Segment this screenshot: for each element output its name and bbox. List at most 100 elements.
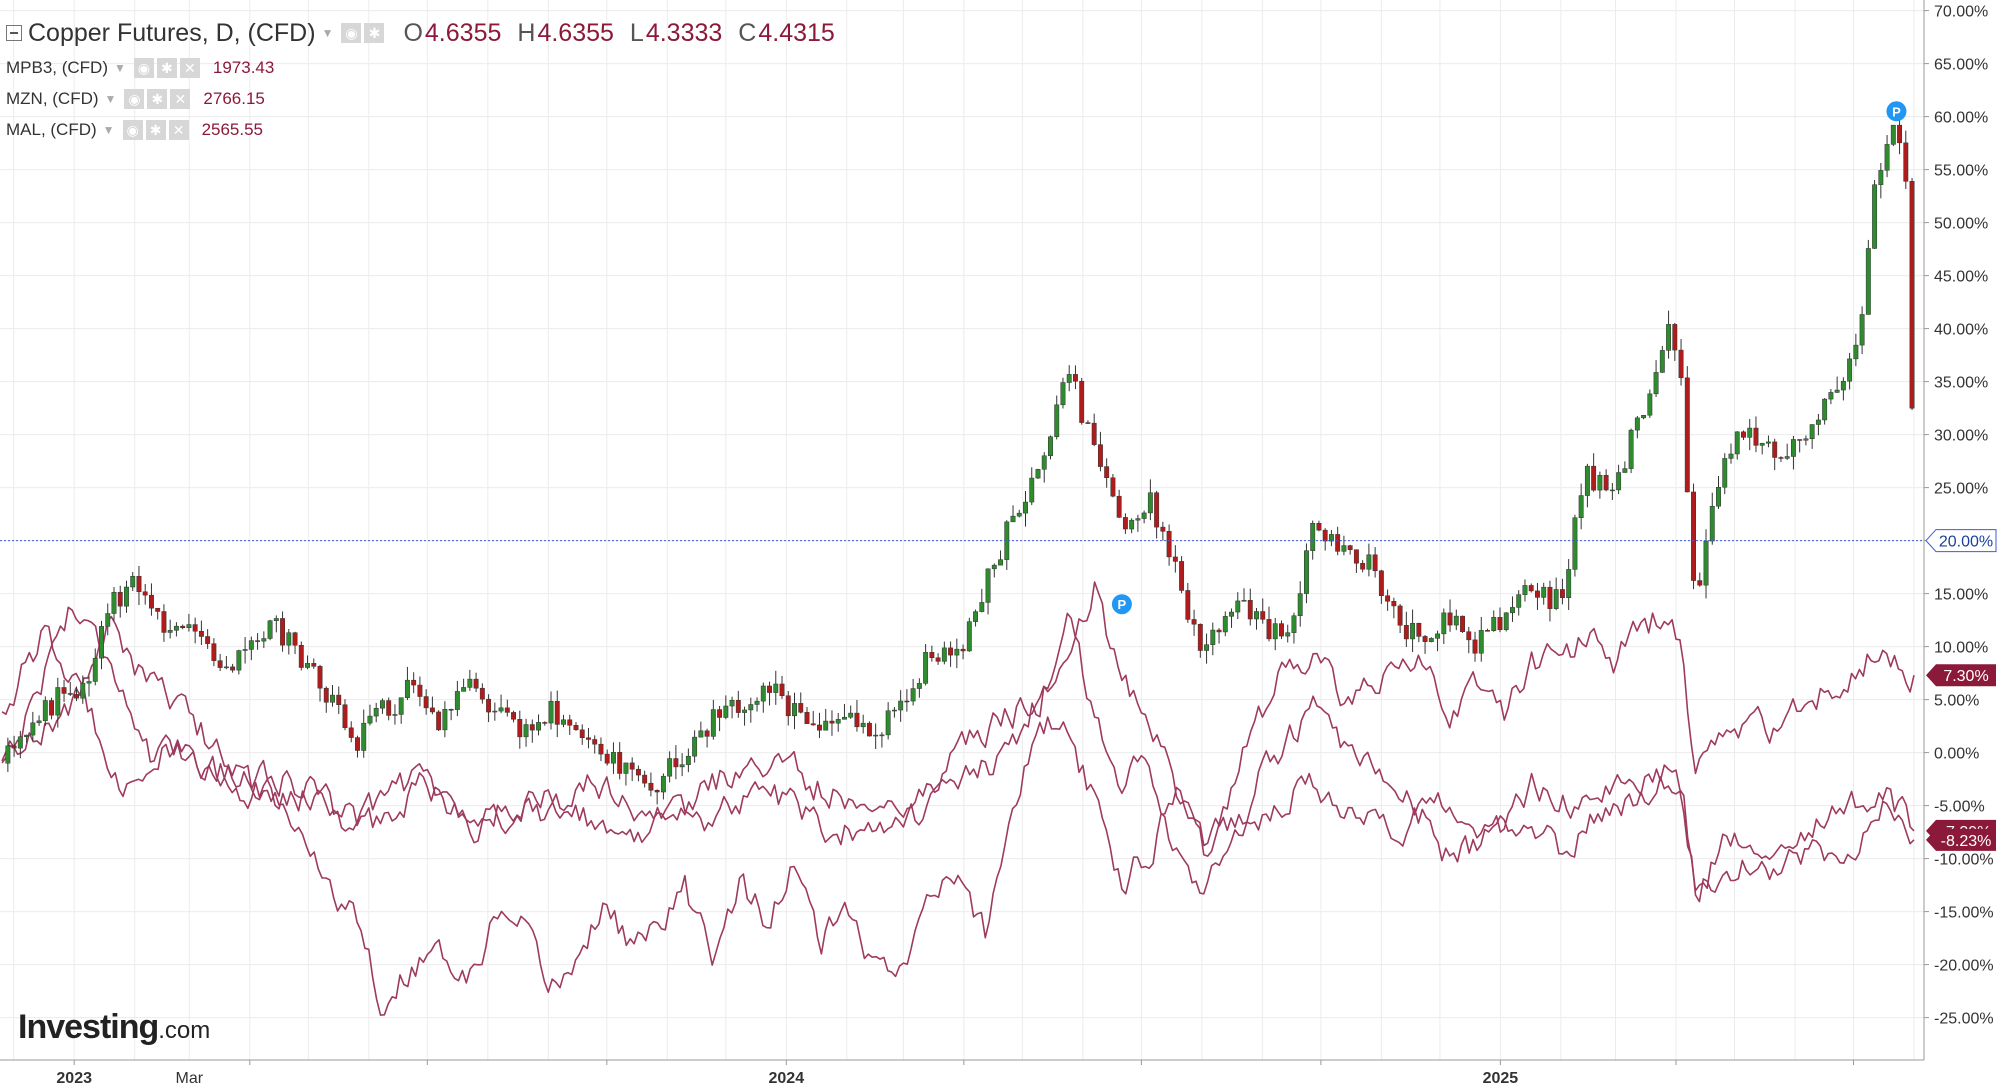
legend-row-mzn[interactable]: MZN, (CFD) ▼ ◉ ✱ ✕ 2766.15 xyxy=(6,83,835,114)
chevron-down-icon[interactable]: ▼ xyxy=(104,91,117,106)
candle-body xyxy=(866,722,872,737)
candle-body xyxy=(1578,495,1584,518)
candle-body xyxy=(1091,422,1097,445)
value-badge xyxy=(1926,828,1996,851)
candle-body xyxy=(810,723,816,726)
candle-body xyxy=(1029,477,1035,503)
candle-body xyxy=(311,663,317,667)
candle-body xyxy=(1897,124,1903,144)
y-tick-label: 50.00% xyxy=(1934,216,1988,233)
candle-body xyxy=(1510,607,1515,614)
y-tick-label: 55.00% xyxy=(1934,163,1988,180)
close-icon[interactable]: ✕ xyxy=(170,88,191,109)
candle-body xyxy=(973,611,979,622)
close-icon[interactable]: ✕ xyxy=(168,119,189,140)
candle-body xyxy=(1066,374,1072,383)
legend-row-mal[interactable]: MAL, (CFD) ▼ ◉ ✱ ✕ 2565.55 xyxy=(6,114,835,145)
candle-body xyxy=(55,687,61,716)
candle-body xyxy=(673,758,679,768)
candle-body xyxy=(80,682,86,699)
y-tick-label: -15.00% xyxy=(1934,905,1994,922)
chevron-down-icon[interactable]: ▼ xyxy=(114,60,126,75)
x-tick-label: 2025 xyxy=(1483,1070,1519,1087)
candle-body xyxy=(1778,457,1784,459)
candle-body xyxy=(891,709,897,712)
candle-body xyxy=(798,703,804,713)
candle-body xyxy=(1191,619,1197,625)
candle-body xyxy=(704,730,710,737)
candle-body xyxy=(1809,424,1815,439)
candle-body xyxy=(411,679,417,686)
y-axis: 70.00% 65.00% 60.00% 55.00% 50.00% 45.00% 40.0… xyxy=(1923,0,1994,1060)
gear-icon[interactable]: ✱ xyxy=(364,23,385,43)
series-value: 2766.15 xyxy=(203,88,265,108)
candle-body xyxy=(991,564,997,570)
candle-body xyxy=(1703,540,1709,586)
series-name: MAL, (CFD) xyxy=(6,119,97,139)
candle-body xyxy=(417,684,423,697)
candle-body xyxy=(579,729,585,738)
candle-body xyxy=(1616,472,1622,491)
y-tick-label: 35.00% xyxy=(1934,375,1988,392)
low-value: 4.3333 xyxy=(645,18,723,47)
candle-body xyxy=(667,758,673,777)
eye-icon[interactable]: ◉ xyxy=(341,23,362,43)
candle-body xyxy=(1859,314,1865,346)
candle-body xyxy=(1391,601,1397,607)
legend-main-row[interactable]: Copper Futures, D, (CFD) ▼ ◉ ✱ O 4.6355 H… xyxy=(6,14,835,52)
candle-body xyxy=(1466,631,1472,641)
eye-icon[interactable]: ◉ xyxy=(122,119,143,140)
candle-body xyxy=(517,719,523,738)
y-tick-label: 45.00% xyxy=(1934,269,1988,286)
candle-body xyxy=(817,724,822,731)
candle-body xyxy=(1316,523,1322,531)
candle-body xyxy=(1229,611,1234,617)
candle-body xyxy=(941,647,947,662)
candle-body xyxy=(1528,585,1534,592)
candle-body xyxy=(1797,439,1803,441)
candle-body xyxy=(198,630,204,637)
chevron-down-icon[interactable]: ▼ xyxy=(102,122,115,137)
y-tick-label: -10.00% xyxy=(1934,852,1994,869)
gear-icon[interactable]: ✱ xyxy=(145,119,166,140)
candle-body xyxy=(1572,517,1578,570)
candle-body xyxy=(236,650,242,671)
candle-body xyxy=(1684,377,1690,493)
candle-body xyxy=(180,625,186,629)
high-value: 4.6355 xyxy=(537,18,614,47)
candle-body xyxy=(473,678,479,689)
candle-body xyxy=(748,704,754,711)
chevron-down-icon[interactable]: ▼ xyxy=(321,26,334,40)
candle-body xyxy=(1085,422,1091,424)
candle-body xyxy=(398,697,404,715)
collapse-icon[interactable] xyxy=(6,25,22,41)
candle-body xyxy=(1847,358,1853,382)
gear-icon[interactable]: ✱ xyxy=(156,57,177,78)
candle-body xyxy=(1678,349,1684,379)
event-marker-label: P xyxy=(1892,104,1901,119)
close-icon[interactable]: ✕ xyxy=(179,57,200,78)
candle-body xyxy=(573,725,579,731)
candle-body xyxy=(1641,414,1647,419)
candle-body xyxy=(1666,324,1672,351)
candle-body xyxy=(273,618,279,621)
candle-body xyxy=(1141,512,1147,519)
copper-candles xyxy=(5,112,1915,805)
gear-icon[interactable]: ✱ xyxy=(147,88,168,109)
candle-body xyxy=(1884,144,1890,171)
legend-row-mpb3[interactable]: MPB3, (CFD) ▼ ◉ ✱ ✕ 1973.43 xyxy=(6,52,835,83)
candle-body xyxy=(1279,623,1284,637)
candle-body xyxy=(1803,438,1809,441)
candle-body xyxy=(767,685,772,693)
eye-icon[interactable]: ◉ xyxy=(133,57,154,78)
candle-body xyxy=(1260,611,1266,620)
candle-body xyxy=(610,752,616,764)
candle-body xyxy=(561,719,566,725)
candle-body xyxy=(1853,344,1859,360)
candle-body xyxy=(448,709,454,711)
candle-body xyxy=(1122,517,1128,530)
eye-icon[interactable]: ◉ xyxy=(124,88,145,109)
candle-body xyxy=(898,700,904,711)
chart-legend: Copper Futures, D, (CFD) ▼ ◉ ✱ O 4.6355 H… xyxy=(6,14,835,145)
